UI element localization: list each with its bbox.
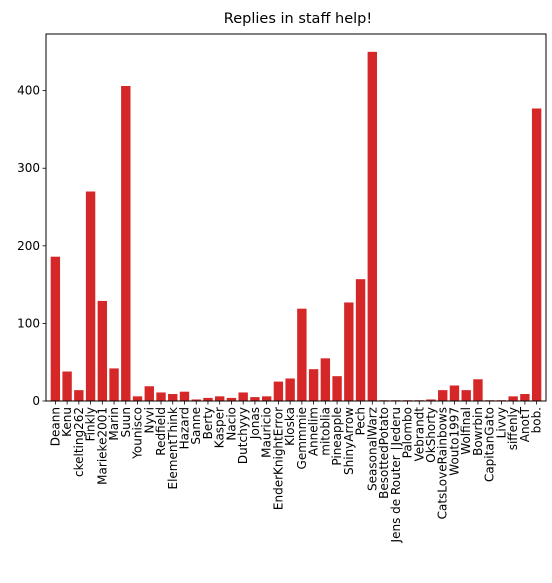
bar-23 xyxy=(320,358,331,401)
bar-13 xyxy=(203,397,213,401)
bar-15 xyxy=(226,397,237,401)
x-tick-label: Pech xyxy=(354,407,368,435)
x-tick-label: Deann xyxy=(48,407,62,446)
y-tick-label: 0 xyxy=(32,394,40,408)
x-tick-label: Younisco xyxy=(131,407,145,460)
x-tick-label: Marieke2001 xyxy=(95,407,109,485)
plot-frame xyxy=(45,33,547,402)
bar-10 xyxy=(168,394,178,401)
bar-27 xyxy=(367,51,377,401)
bar-25 xyxy=(344,302,354,401)
bar-14 xyxy=(215,396,225,401)
x-tick-label: Vebrandt xyxy=(412,407,426,462)
x-tick-label: Jens de Router ∣Jederu xyxy=(389,407,403,543)
x-tick-label: Kasper xyxy=(213,407,227,448)
x-tick-label: mitoblia xyxy=(318,407,332,456)
x-tick-label: ElementThink xyxy=(166,407,180,490)
x-tick-label: Berty xyxy=(201,407,215,439)
x-tick-label: ShinyArrow xyxy=(342,407,356,475)
bar-39 xyxy=(508,396,518,401)
bar-40 xyxy=(520,394,530,401)
x-tick-label: Marin xyxy=(107,407,121,441)
bar-19 xyxy=(273,381,284,401)
y-axis: 0 100 200 300 400 xyxy=(17,84,46,408)
bar-26 xyxy=(355,279,366,401)
x-tick-label: Nyvi xyxy=(142,407,156,434)
bar-35 xyxy=(461,390,471,401)
bar-8 xyxy=(144,386,154,401)
x-tick-label: Dutchyyy xyxy=(236,407,250,464)
x-tick-label: siffenly xyxy=(506,407,520,450)
x-tick-label: Kenu xyxy=(60,407,74,437)
y-tick-label: 300 xyxy=(17,161,40,175)
x-tick-label: BesottedPotato xyxy=(377,407,391,499)
x-tick-label: Finkly xyxy=(84,407,98,441)
y-tick-label: 200 xyxy=(17,239,40,253)
bar-12 xyxy=(191,399,201,401)
x-tick-label: Hazard xyxy=(177,407,191,449)
x-tick-label: Kloska xyxy=(283,407,297,446)
bar-6 xyxy=(121,85,131,402)
x-tick-label: Wolfinal xyxy=(459,407,473,455)
bar-9 xyxy=(156,392,166,401)
x-axis: DeannKenuckelting262FinklyMarieke2001Mar… xyxy=(48,401,544,543)
bar-16 xyxy=(238,392,248,401)
bar-3 xyxy=(85,191,96,401)
bar-7 xyxy=(132,396,143,401)
x-tick-label: Gemmmie xyxy=(295,407,309,469)
chart-title: Replies in staff help! xyxy=(224,11,372,27)
bar-34 xyxy=(449,385,460,401)
x-tick-label: Nacio xyxy=(224,407,238,441)
x-tick-label: Livvy xyxy=(494,407,508,438)
x-tick-label: OkShorty xyxy=(424,407,438,463)
x-tick-label: ckelting262 xyxy=(72,407,86,477)
bar-11 xyxy=(179,391,190,401)
x-tick-label: Palombo xyxy=(401,407,415,458)
bar-2 xyxy=(74,390,84,401)
y-tick-label: 100 xyxy=(17,316,40,330)
bar-21 xyxy=(297,308,307,401)
bar-36 xyxy=(473,379,483,401)
bar-1 xyxy=(62,371,72,401)
bar-33 xyxy=(438,390,448,401)
x-tick-label: Jonas xyxy=(248,407,262,440)
x-tick-label: Sanne xyxy=(189,407,203,445)
x-tick-label: Wouto1997 xyxy=(447,407,461,476)
bar-4 xyxy=(97,300,108,401)
bar-20 xyxy=(285,378,295,401)
x-tick-label: Mauricio xyxy=(260,407,274,458)
bar-5 xyxy=(109,368,119,401)
x-tick-label: Redfield xyxy=(154,407,168,456)
x-tick-label: Annelim xyxy=(307,407,321,456)
bar-17 xyxy=(250,397,260,401)
x-tick-label: SeasonalWarz xyxy=(365,407,379,491)
x-tick-label: Suun xyxy=(119,407,133,437)
y-tick-label: 400 xyxy=(17,84,40,98)
x-tick-label: AnotT xyxy=(518,406,532,442)
x-tick-label: CatsLoveRainbows xyxy=(436,407,450,519)
x-tick-label: bob. xyxy=(530,407,544,433)
x-tick-label: Bowrbin xyxy=(471,407,485,456)
bar-22 xyxy=(308,369,319,401)
bar-24 xyxy=(332,376,342,401)
bar-32 xyxy=(426,399,436,401)
x-tick-label: CapitanGato xyxy=(483,407,497,482)
bar-18 xyxy=(261,396,272,401)
bar-41 xyxy=(531,108,542,402)
x-tick-label: Pineapple xyxy=(330,407,344,466)
x-tick-label: EnderKnightError xyxy=(271,407,285,510)
bars-group xyxy=(50,51,542,402)
bar-0 xyxy=(50,256,61,401)
